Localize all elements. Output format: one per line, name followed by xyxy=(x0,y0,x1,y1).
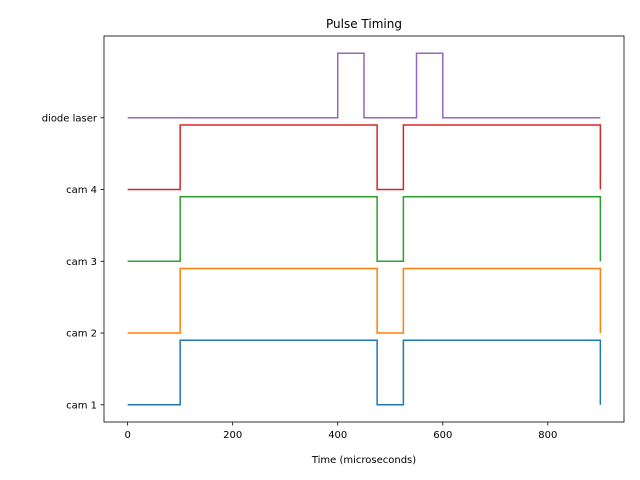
y-tick-label: cam 4 xyxy=(66,185,97,196)
y-tick-label: diode laser xyxy=(42,113,98,124)
series-line-cam-3 xyxy=(127,195,602,263)
y-tick-label: cam 2 xyxy=(66,329,97,340)
series-line-cam-2 xyxy=(127,267,602,334)
x-tick-label: 0 xyxy=(124,430,130,441)
x-tick-label: 200 xyxy=(223,430,242,441)
y-tick-label: cam 1 xyxy=(66,400,97,411)
y-tick-label: cam 3 xyxy=(66,257,97,268)
plot-frame xyxy=(103,35,625,423)
series-line-cam-1 xyxy=(127,339,602,406)
series-line-diode-laser xyxy=(127,52,601,119)
chart-title: Pulse Timing xyxy=(326,17,402,31)
x-tick-label: 600 xyxy=(433,430,452,441)
series-line-cam-4 xyxy=(127,124,602,191)
x-tick-label: 800 xyxy=(538,430,557,441)
x-tick-label: 400 xyxy=(328,430,347,441)
axes-layer: 0 200 400 600 800 cam 1 cam 2 cam 3 cam 4 diode l… xyxy=(42,35,625,441)
x-axis-label: Time (microseconds) xyxy=(311,455,416,466)
series-layer xyxy=(127,52,602,406)
